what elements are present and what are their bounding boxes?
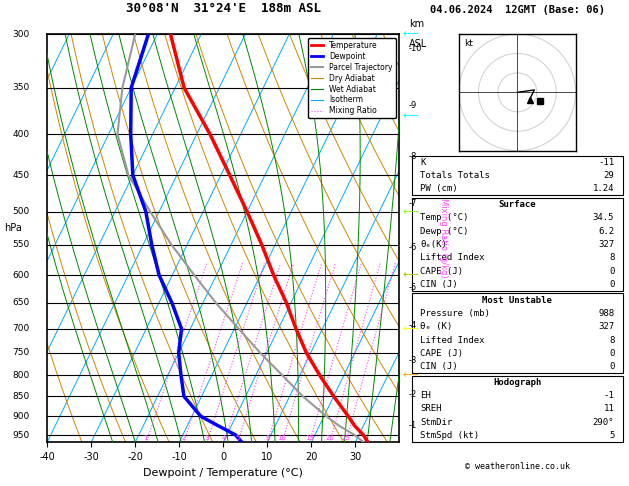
Text: CAPE (J): CAPE (J)	[420, 266, 464, 276]
Text: 800: 800	[13, 371, 30, 380]
Text: 8: 8	[609, 335, 615, 345]
Text: CAPE (J): CAPE (J)	[420, 349, 464, 358]
Text: 10: 10	[277, 435, 286, 441]
Text: hPa: hPa	[4, 224, 21, 233]
Text: -1: -1	[409, 421, 417, 430]
Text: Hodograph: Hodograph	[493, 378, 542, 387]
Text: 350: 350	[13, 83, 30, 92]
Text: 25: 25	[342, 435, 350, 441]
Text: ⟵: ⟵	[403, 370, 418, 380]
Text: -4: -4	[409, 321, 417, 330]
Text: 1.24: 1.24	[593, 184, 615, 193]
Text: -9: -9	[409, 101, 417, 109]
Text: K: K	[420, 157, 426, 167]
Text: StmDir: StmDir	[420, 418, 453, 427]
Text: 550: 550	[13, 241, 30, 249]
Text: ⟵: ⟵	[403, 324, 418, 334]
Text: -7: -7	[409, 199, 417, 208]
Text: 04.06.2024  12GMT (Base: 06): 04.06.2024 12GMT (Base: 06)	[430, 4, 605, 15]
Text: EH: EH	[420, 391, 431, 400]
Text: 950: 950	[13, 431, 30, 439]
Text: kt: kt	[464, 39, 473, 48]
Text: 750: 750	[13, 348, 30, 357]
Text: 290°: 290°	[593, 418, 615, 427]
Text: 0: 0	[609, 266, 615, 276]
Text: 34.5: 34.5	[593, 213, 615, 222]
Text: ⟵: ⟵	[403, 270, 418, 280]
Text: 4: 4	[221, 435, 226, 441]
Text: -2: -2	[409, 390, 417, 399]
FancyBboxPatch shape	[412, 376, 623, 442]
Text: 11: 11	[604, 404, 615, 414]
FancyBboxPatch shape	[412, 198, 623, 291]
Text: 327: 327	[598, 322, 615, 331]
Text: 30°08'N  31°24'E  188m ASL: 30°08'N 31°24'E 188m ASL	[126, 1, 321, 15]
Text: -3: -3	[409, 356, 417, 365]
Text: StmSpd (kt): StmSpd (kt)	[420, 431, 479, 440]
Text: 600: 600	[13, 271, 30, 279]
Text: 2: 2	[181, 435, 186, 441]
Text: ⟵: ⟵	[403, 111, 418, 121]
Text: 15: 15	[305, 435, 314, 441]
FancyBboxPatch shape	[412, 294, 623, 373]
Text: 6.2: 6.2	[598, 226, 615, 236]
Text: SREH: SREH	[420, 404, 442, 414]
Text: 327: 327	[598, 240, 615, 249]
Text: -10: -10	[409, 44, 422, 53]
Text: Lifted Index: Lifted Index	[420, 335, 485, 345]
Text: -1: -1	[604, 391, 615, 400]
Text: 400: 400	[13, 130, 30, 139]
Text: 8: 8	[265, 435, 270, 441]
Text: 0: 0	[609, 362, 615, 371]
Text: Most Unstable: Most Unstable	[482, 295, 552, 305]
Text: km: km	[409, 19, 424, 29]
Text: -11: -11	[598, 157, 615, 167]
Text: -5: -5	[409, 283, 417, 292]
Text: 988: 988	[598, 309, 615, 318]
Text: Mixing Ratio (g/kg): Mixing Ratio (g/kg)	[439, 198, 448, 278]
Text: 1: 1	[143, 435, 148, 441]
Text: θₑ (K): θₑ (K)	[420, 322, 453, 331]
Text: PW (cm): PW (cm)	[420, 184, 458, 193]
Text: 5: 5	[609, 431, 615, 440]
Text: 20: 20	[325, 435, 334, 441]
Text: 5: 5	[235, 435, 240, 441]
Text: © weatheronline.co.uk: © weatheronline.co.uk	[465, 462, 570, 471]
Text: Pressure (mb): Pressure (mb)	[420, 309, 490, 318]
Text: 0: 0	[609, 280, 615, 289]
Text: 700: 700	[13, 324, 30, 333]
Text: Dewp (°C): Dewp (°C)	[420, 226, 469, 236]
X-axis label: Dewpoint / Temperature (°C): Dewpoint / Temperature (°C)	[143, 468, 303, 478]
Text: Lifted Index: Lifted Index	[420, 253, 485, 262]
Text: 29: 29	[604, 171, 615, 180]
Text: ASL: ASL	[409, 38, 427, 49]
Text: 8: 8	[609, 253, 615, 262]
Text: -8: -8	[409, 152, 417, 161]
Text: 500: 500	[13, 207, 30, 216]
Text: θₑ(K): θₑ(K)	[420, 240, 447, 249]
Text: 3: 3	[204, 435, 209, 441]
Text: 650: 650	[13, 298, 30, 308]
Text: ⟵: ⟵	[403, 29, 418, 39]
Text: 0: 0	[609, 349, 615, 358]
Text: CIN (J): CIN (J)	[420, 280, 458, 289]
Text: 450: 450	[13, 171, 30, 179]
Text: Totals Totals: Totals Totals	[420, 171, 490, 180]
Text: 300: 300	[13, 30, 30, 38]
Text: 850: 850	[13, 392, 30, 401]
Text: -6: -6	[409, 243, 417, 252]
Text: Temp (°C): Temp (°C)	[420, 213, 469, 222]
Text: ⟵: ⟵	[403, 207, 418, 217]
Text: 900: 900	[13, 412, 30, 421]
Legend: Temperature, Dewpoint, Parcel Trajectory, Dry Adiabat, Wet Adiabat, Isotherm, Mi: Temperature, Dewpoint, Parcel Trajectory…	[308, 38, 396, 119]
Text: CIN (J): CIN (J)	[420, 362, 458, 371]
FancyBboxPatch shape	[412, 156, 623, 195]
Text: Surface: Surface	[499, 200, 536, 209]
